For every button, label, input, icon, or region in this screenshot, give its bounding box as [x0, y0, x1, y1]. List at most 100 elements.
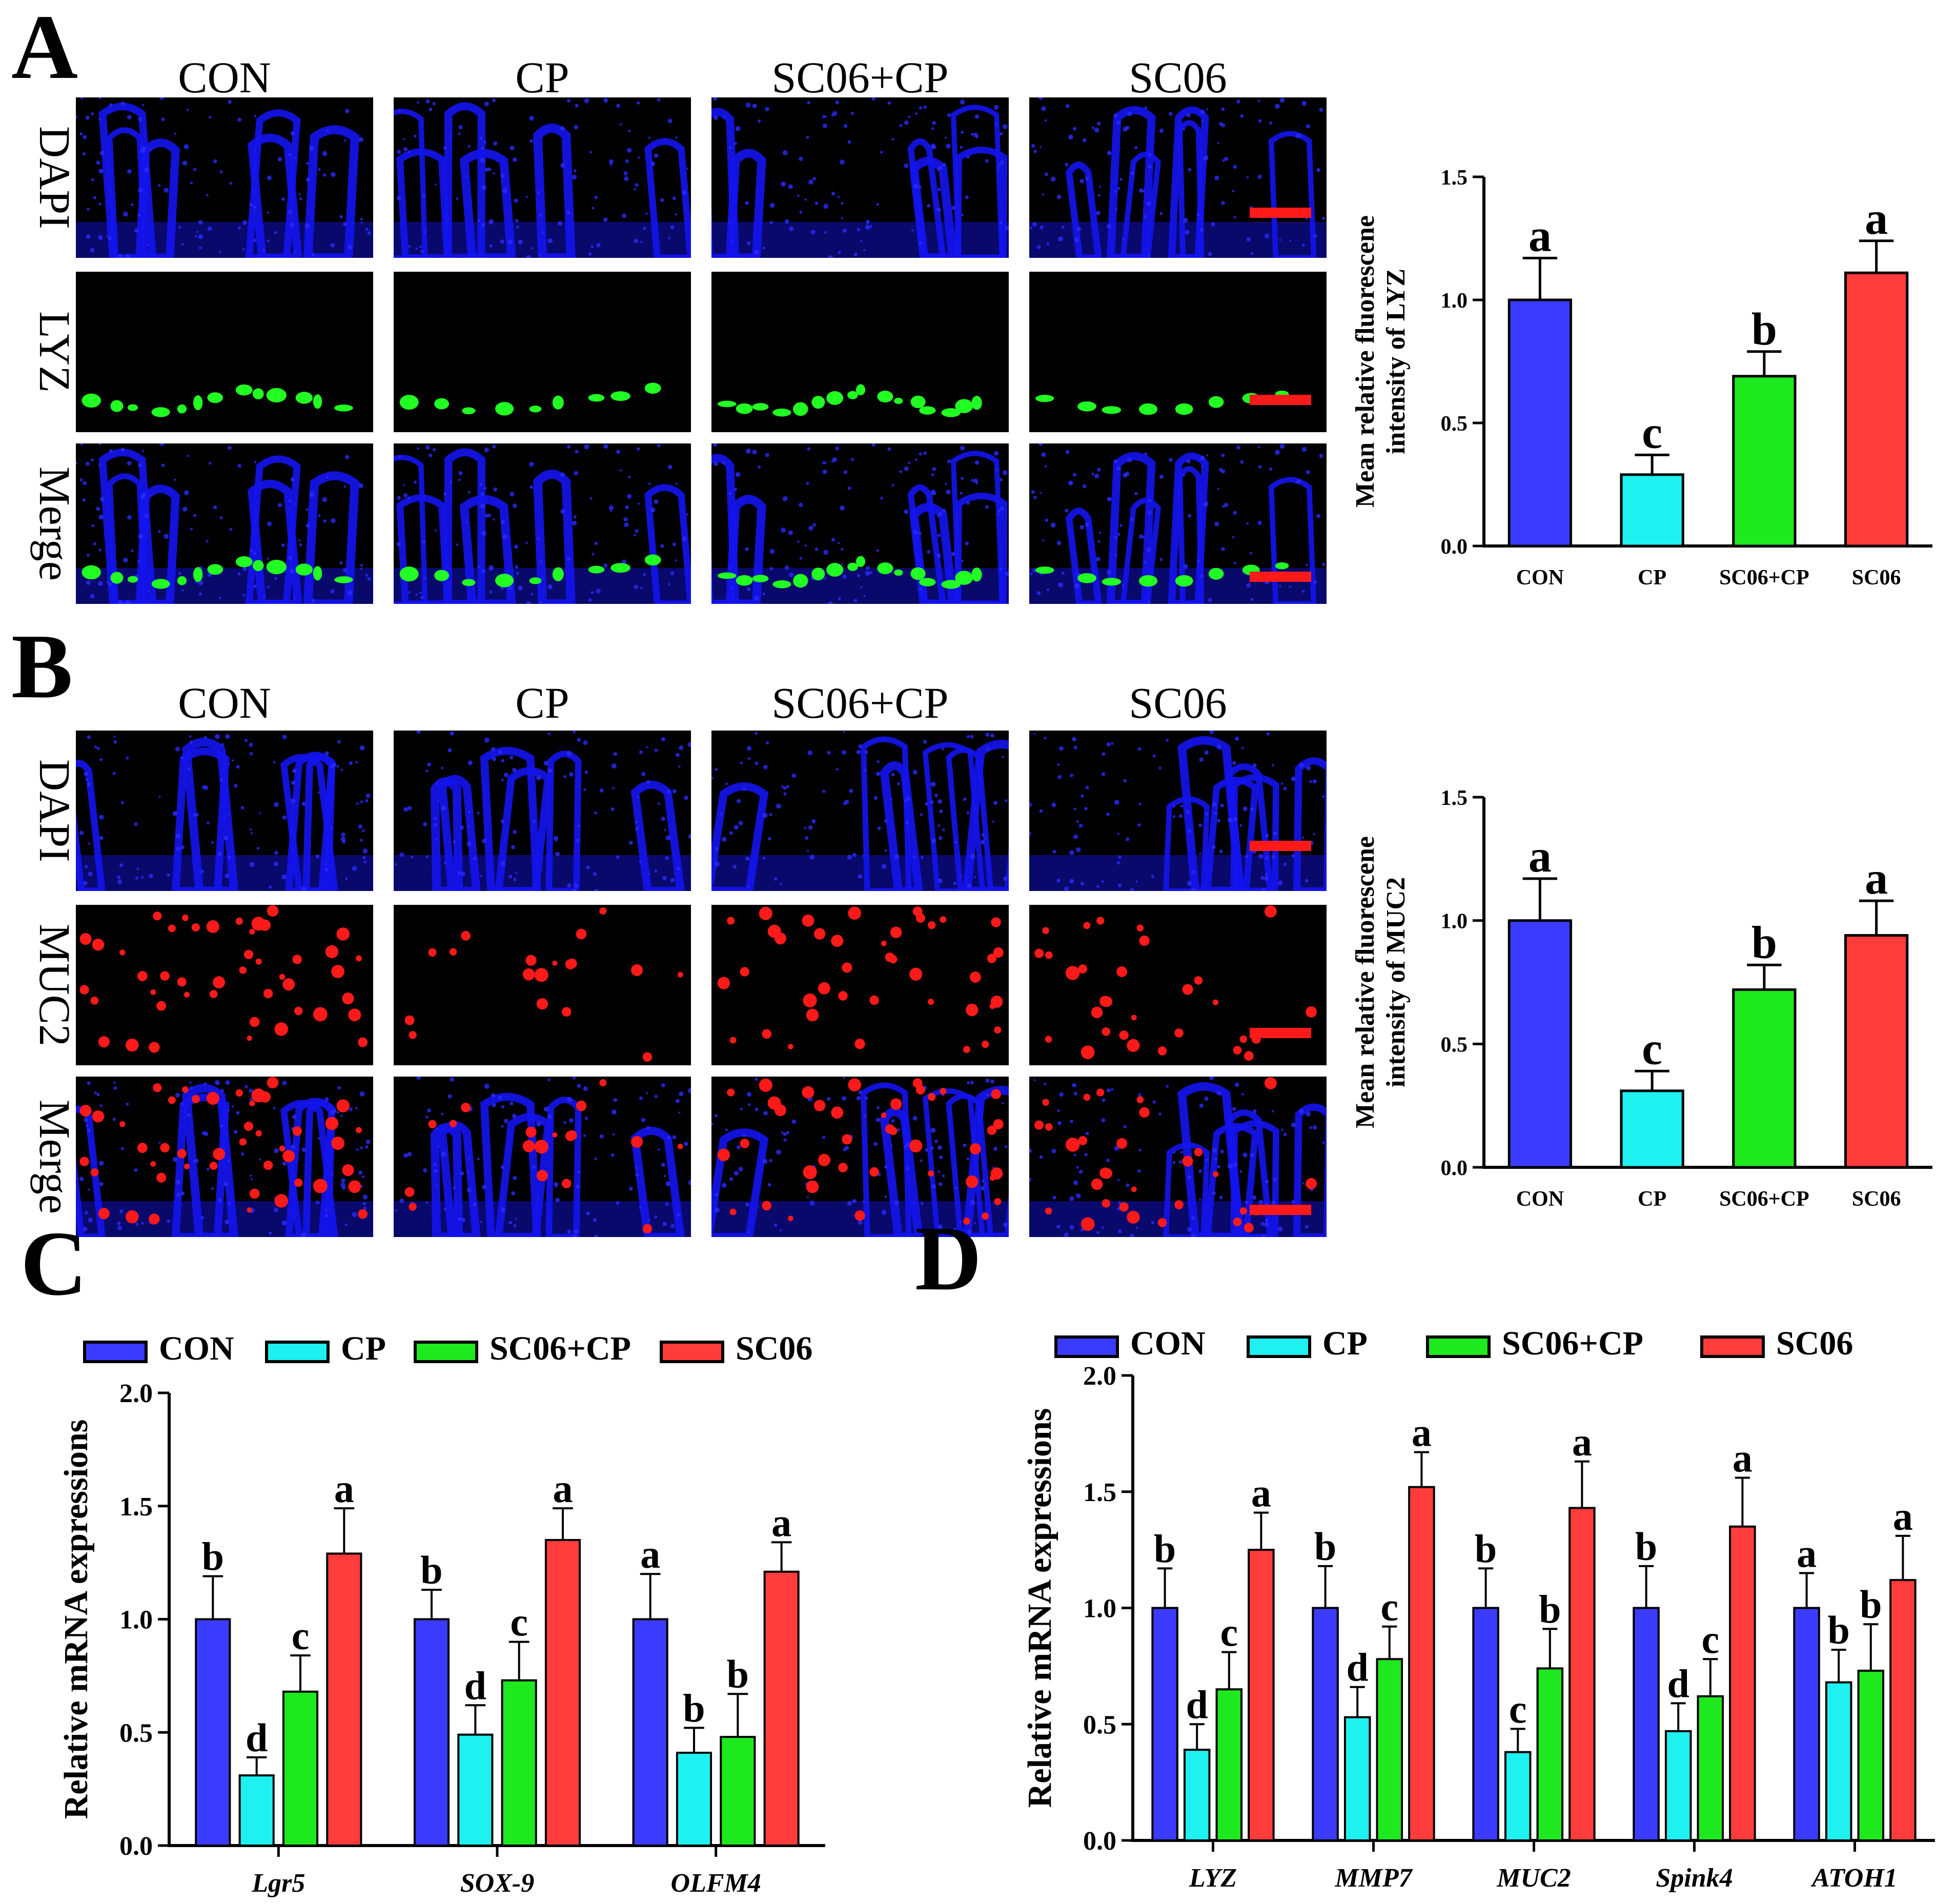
dapi-nucleus	[1200, 574, 1204, 578]
muc2-goblet	[177, 1149, 187, 1159]
dapi-nucleus	[1107, 497, 1112, 501]
dapi-nucleus	[842, 574, 847, 579]
significance-letter: d	[246, 1715, 268, 1760]
dapi-nucleus	[672, 1135, 677, 1140]
muc2-goblet	[631, 964, 643, 976]
dapi-nucleus	[992, 820, 994, 823]
dapi-nucleus	[324, 868, 329, 872]
dapi-nucleus	[193, 814, 196, 817]
dapi-nucleus	[555, 1198, 560, 1203]
dapi-nucleus	[93, 196, 97, 199]
lyz-granule	[127, 404, 138, 411]
dapi-nucleus	[141, 492, 147, 497]
dapi-nucleus	[267, 585, 270, 589]
dapi-nucleus	[158, 530, 161, 533]
dapi-nucleus	[340, 768, 343, 771]
dapi-nucleus	[776, 803, 781, 809]
dapi-nucleus	[1065, 509, 1069, 513]
dapi-nucleus	[970, 1081, 974, 1085]
dapi-nucleus	[1137, 1093, 1142, 1097]
dapi-nucleus	[664, 828, 666, 832]
dapi-nucleus	[590, 245, 594, 248]
dapi-villus	[545, 751, 582, 891]
dapi-nucleus	[1044, 1082, 1047, 1086]
micrograph-a-dapi-3	[1029, 97, 1327, 258]
muc2-goblet	[987, 954, 997, 963]
dapi-nucleus	[1039, 809, 1043, 813]
muc2-goblet	[1102, 1027, 1111, 1036]
dapi-nucleus	[974, 460, 980, 465]
dapi-nucleus	[937, 188, 941, 191]
muc2-goblet	[762, 1201, 772, 1211]
lyz-granule	[919, 578, 936, 586]
lyz-granule	[910, 395, 926, 409]
lyz-granule	[644, 554, 661, 566]
dapi-nucleus	[843, 731, 845, 733]
dapi-nucleus	[638, 502, 640, 505]
muc2-goblet	[336, 1099, 350, 1112]
dapi-nucleus	[532, 1166, 536, 1169]
dapi-villus	[1293, 757, 1327, 891]
lyz-granule	[644, 382, 661, 394]
dapi-nucleus	[465, 521, 468, 524]
dapi-nucleus	[627, 148, 632, 153]
dapi-nucleus	[799, 557, 803, 560]
dapi-nucleus	[1233, 817, 1238, 821]
dapi-nucleus	[141, 450, 145, 453]
dapi-nucleus	[398, 109, 401, 112]
dapi-nucleus	[1029, 1148, 1032, 1153]
dapi-nucleus	[1252, 1109, 1257, 1113]
muc2-goblet	[889, 955, 898, 964]
dapi-nucleus	[664, 1174, 666, 1178]
muc2-goblet	[1239, 1035, 1248, 1043]
dapi-nucleus	[877, 826, 881, 831]
dapi-nucleus	[1148, 499, 1152, 503]
dapi-nucleus	[242, 220, 248, 225]
dapi-nucleus	[441, 805, 446, 811]
dapi-nucleus	[822, 461, 825, 464]
muc2-goblet	[98, 1036, 110, 1048]
dapi-nucleus	[394, 1209, 397, 1212]
dapi-nucleus	[1101, 880, 1104, 883]
legend-label: SC06+CP	[1502, 1325, 1643, 1362]
dapi-nucleus	[97, 162, 100, 165]
dapi-nucleus	[920, 1159, 923, 1162]
dapi-nucleus	[358, 483, 363, 489]
legend: CON CP SC06+CP SC06	[1054, 1325, 1853, 1362]
muc2-goblet	[740, 1139, 749, 1148]
legend-swatch-cp	[265, 1341, 330, 1363]
dapi-nucleus	[282, 735, 287, 739]
dapi-nucleus	[175, 833, 181, 839]
dapi-nucleus	[584, 1117, 588, 1120]
dapi-nucleus	[1138, 188, 1144, 193]
dapi-nucleus	[479, 136, 483, 140]
dapi-nucleus	[959, 1221, 962, 1224]
dapi-nucleus	[966, 1081, 970, 1084]
dapi-nucleus	[1142, 536, 1145, 539]
dapi-nucleus	[190, 740, 193, 744]
dapi-nucleus	[508, 875, 513, 879]
dapi-nucleus	[1056, 540, 1062, 545]
dapi-nucleus	[186, 455, 189, 457]
dapi-nucleus	[1036, 591, 1041, 595]
y-tick-label: 0.0	[1441, 535, 1468, 559]
dapi-nucleus	[799, 156, 803, 161]
dapi-nucleus	[660, 544, 664, 548]
dapi-nucleus	[577, 824, 581, 828]
lyz-granule	[313, 566, 322, 581]
y-axis-title: intensity of LYZ	[1381, 269, 1411, 454]
dapi-nucleus	[290, 477, 295, 482]
dapi-nucleus	[645, 746, 648, 748]
dapi-nucleus	[745, 1202, 750, 1207]
dapi-nucleus	[232, 1105, 234, 1108]
dapi-nucleus	[343, 485, 347, 488]
muc2-goblet	[294, 1178, 303, 1187]
dapi-nucleus	[999, 567, 1003, 571]
dapi-nucleus	[643, 573, 646, 576]
dapi-nucleus	[1110, 742, 1114, 745]
dapi-nucleus	[738, 1167, 743, 1172]
dapi-nucleus	[510, 1101, 514, 1106]
dapi-nucleus	[436, 1128, 438, 1130]
micrograph-content	[76, 443, 373, 604]
dapi-nucleus	[249, 1088, 253, 1093]
